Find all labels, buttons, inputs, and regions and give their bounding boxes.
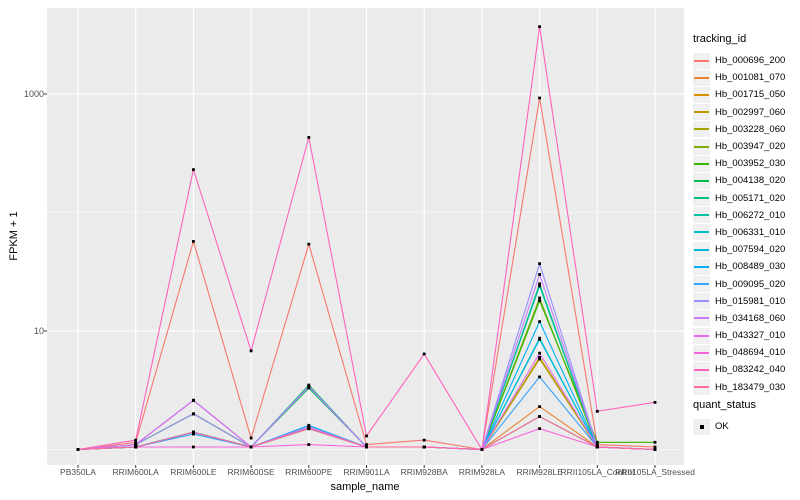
legend-item-label: Hb_006272_010 — [715, 209, 786, 221]
line-swatch-icon — [693, 344, 710, 361]
legend-item: Hb_008489_030 — [693, 258, 785, 275]
legend-item-label: Hb_048694_010 — [715, 347, 786, 359]
legend-item-label: Hb_003947_020 — [715, 141, 786, 153]
x-tick-label: RRIM928LA — [458, 467, 506, 477]
line-swatch-icon — [693, 104, 710, 121]
legend-item-label: Hb_003952_030 — [715, 158, 786, 170]
legend-item-label: Hb_043327_010 — [715, 330, 786, 342]
line-swatch-icon — [693, 327, 710, 344]
line-swatch-icon — [693, 293, 710, 310]
legend-item: Hb_000696_200 — [693, 52, 785, 69]
legend-item: Hb_183479_030 — [693, 379, 785, 396]
x-axis-title: sample_name — [330, 481, 400, 493]
legend-item-label: Hb_001715_050 — [715, 89, 786, 101]
legend-item-label: Hb_002997_060 — [715, 106, 786, 118]
legend-item: Hb_003228_060 — [693, 121, 785, 138]
x-tick-label: RRIM928BA — [400, 467, 448, 477]
legend-item-label: Hb_003228_060 — [715, 123, 786, 135]
line-swatch-icon — [693, 121, 710, 138]
legend-item-label: Hb_083242_040 — [715, 364, 786, 376]
legend-tracking-id: tracking_id Hb_000696_200 Hb_001081_070 Hb… — [693, 33, 785, 396]
y-tick-label: 10 — [33, 326, 44, 336]
legend-item-label: Hb_015981_010 — [715, 295, 786, 307]
line-swatch-icon — [693, 138, 710, 155]
legend-item-label: Hb_006331_010 — [715, 226, 786, 238]
legend-item-label: OK — [715, 421, 729, 433]
legend-item-label: Hb_000696_200 — [715, 55, 786, 67]
point-swatch-icon — [693, 418, 710, 435]
line-swatch-icon — [693, 310, 710, 327]
legend-item: Hb_006272_010 — [693, 207, 785, 224]
legend-item-label: Hb_034168_060 — [715, 312, 786, 324]
x-tick-label: RRIM928LE — [516, 467, 563, 477]
legend-items: Hb_000696_200 Hb_001081_070 Hb_001715_050 H… — [693, 52, 785, 396]
line-swatch-icon — [693, 52, 710, 69]
legend-item: Hb_003947_020 — [693, 138, 785, 155]
y-tick-label: 1000 — [23, 89, 44, 99]
line-swatch-icon — [693, 86, 710, 103]
legend-quant-status: quant_status OK — [693, 399, 756, 435]
legend-item: Hb_001081_070 — [693, 69, 785, 86]
x-tick-label: RRIM901LA — [343, 467, 390, 477]
legend-item-label: Hb_004138_020 — [715, 175, 786, 187]
line-swatch-icon — [693, 224, 710, 241]
line-swatch-icon — [693, 69, 710, 86]
legend-item: Hb_006331_010 — [693, 224, 785, 241]
legend-item-label: Hb_007594_020 — [715, 244, 786, 256]
line-swatch-icon — [693, 190, 710, 207]
x-tick-label: RRIM600LA — [112, 467, 159, 477]
x-tick-label: RRIM600PE — [285, 467, 333, 477]
line-swatch-icon — [693, 155, 710, 172]
legend-item: Hb_009095_020 — [693, 275, 786, 293]
legend-item-ok: OK — [693, 418, 756, 435]
legend-title: tracking_id — [693, 33, 747, 45]
x-tick-label: RRIM600LE — [170, 467, 217, 477]
legend-item: Hb_015981_010 — [693, 293, 785, 310]
legend-item: Hb_005171_020 — [693, 190, 785, 207]
line-swatch-icon — [693, 361, 710, 378]
legend-item: Hb_048694_010 — [693, 344, 785, 361]
line-swatch-icon — [693, 379, 710, 396]
legend2-title: quant_status — [693, 399, 756, 411]
legend-item: Hb_002997_060 — [693, 104, 785, 121]
legend-item: Hb_001715_050 — [693, 86, 785, 103]
legend-item: Hb_083242_040 — [693, 361, 785, 378]
legend-item: Hb_043327_010 — [693, 327, 785, 344]
legend-item-label: Hb_009095_020 — [715, 278, 786, 290]
legend-item-label: Hb_183479_030 — [715, 381, 786, 393]
line-swatch-icon — [693, 241, 710, 258]
line-swatch-icon — [693, 172, 710, 189]
legend-item: Hb_007594_020 — [693, 241, 785, 258]
line-swatch-icon — [693, 258, 710, 275]
legend-item-label: Hb_001081_070 — [715, 72, 786, 84]
legend-item: Hb_034168_060 — [693, 310, 785, 327]
x-tick-label: RRII105LA_Stressed — [615, 467, 695, 477]
legend-item-label: Hb_005171_020 — [715, 192, 786, 204]
x-tick-label: RRIM600SE — [227, 467, 275, 477]
line-swatch-icon — [693, 276, 710, 293]
line-swatch-icon — [693, 207, 710, 224]
x-tick-label: PB350LA — [60, 467, 96, 477]
y-axis-title: FPKM + 1 — [8, 211, 20, 261]
legend-item-label: Hb_008489_030 — [715, 261, 786, 273]
legend-item: Hb_004138_020 — [693, 172, 785, 189]
x-tick-label: RRII105LA_Control — [560, 467, 635, 477]
legend-item: Hb_003952_030 — [693, 155, 785, 172]
